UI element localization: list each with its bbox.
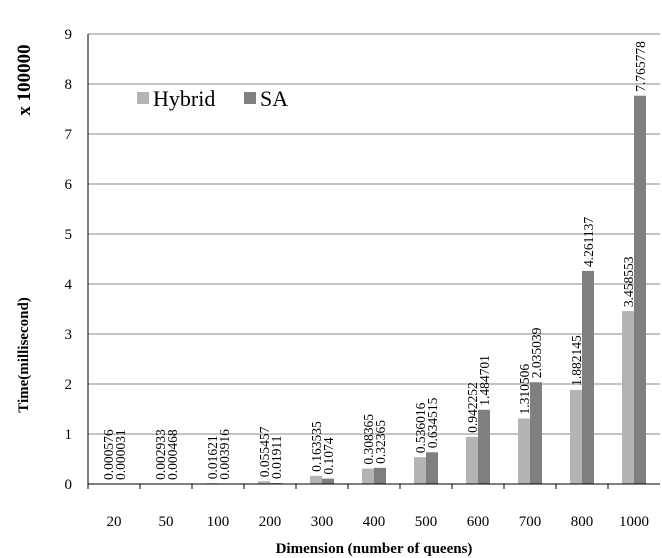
- bar-sa-800: [582, 270, 594, 484]
- x-axis-title: Dimension (number of queens): [276, 541, 473, 557]
- legend-swatch-sa: [244, 92, 256, 104]
- data-label-sa-20: 0.000031: [113, 429, 128, 480]
- bars: [102, 95, 646, 485]
- y-tick-label: 4: [65, 277, 73, 293]
- x-tick-label: 20: [107, 514, 122, 530]
- y-tick-label: 8: [65, 77, 73, 93]
- x-tick-label: 500: [415, 514, 438, 530]
- data-label-hybrid-20: 0.000576: [101, 429, 116, 480]
- bar-hybrid-800: [570, 389, 582, 484]
- x-tick-label: 800: [571, 514, 594, 530]
- legend: Hybrid SA: [137, 86, 288, 111]
- x-tick-label: 100: [207, 514, 230, 530]
- y-tick-label: 7: [65, 127, 73, 143]
- bar-sa-700: [530, 382, 542, 484]
- y-tick-label: 3: [65, 327, 73, 343]
- bar-hybrid-400: [362, 468, 374, 484]
- bar-sa-400: [374, 467, 386, 484]
- x-tick-label: 50: [159, 514, 174, 530]
- data-label-hybrid-100: 0.01621: [205, 435, 220, 479]
- x-tick-label: 300: [311, 514, 334, 530]
- data-label-sa-700: 2.035039: [529, 327, 544, 378]
- x-tick-label: 400: [363, 514, 386, 530]
- x-tick-label: 600: [467, 514, 490, 530]
- legend-label-sa: SA: [260, 86, 288, 111]
- x-tick-label: 200: [259, 514, 282, 530]
- data-label-hybrid-1000: 3.458553: [621, 256, 636, 307]
- y-tick-label: 1: [65, 427, 73, 443]
- bar-hybrid-1000: [622, 311, 634, 484]
- bar-sa-1000: [634, 95, 646, 485]
- y-tick-label: 9: [65, 27, 73, 43]
- bar-hybrid-700: [518, 418, 530, 484]
- y-tick-label: 2: [65, 377, 73, 393]
- data-label-hybrid-600: 0.942252: [465, 382, 480, 433]
- y-tick-label: 6: [65, 177, 73, 193]
- data-label-hybrid-700: 1.310506: [517, 364, 532, 415]
- x-tick-label: 700: [519, 514, 542, 530]
- bar-sa-300: [322, 478, 334, 484]
- data-label-sa-100: 0.003916: [217, 429, 232, 480]
- data-label-sa-400: 0.32365: [373, 420, 388, 464]
- x-tick-label: 1000: [619, 514, 649, 530]
- y-tick-label: 5: [65, 227, 73, 243]
- y-scale-note: x 100000: [14, 44, 35, 115]
- data-label-hybrid-300: 0.163535: [309, 421, 324, 472]
- bar-hybrid-600: [466, 436, 478, 484]
- bar-hybrid-500: [414, 457, 426, 484]
- bar-hybrid-200: [258, 481, 270, 484]
- y-tick-label: 0: [65, 477, 73, 493]
- data-label-sa-600: 1.484701: [477, 355, 492, 406]
- y-tick-labels: 0 1 2 3 4 5 6 7 8 9: [65, 27, 73, 493]
- data-label-sa-500: 0.634515: [425, 397, 440, 448]
- data-label-hybrid-200: 0.055457: [257, 426, 272, 477]
- x-tick-labels: 20 50 100 200 300 400 500 600 700 800 1000: [87, 484, 649, 530]
- data-label-sa-800: 4.261137: [581, 217, 596, 267]
- data-label-sa-50: 0.000468: [165, 429, 180, 480]
- y-axis-title: Time(millisecond): [16, 297, 32, 413]
- data-label-hybrid-50: 0.002933: [153, 429, 168, 480]
- bar-sa-500: [426, 452, 438, 484]
- data-label-sa-200: 0.01911: [269, 436, 284, 479]
- bar-sa-600: [478, 409, 490, 484]
- data-label-hybrid-400: 0.308365: [361, 414, 376, 465]
- data-label-sa-300: 0.1074: [321, 437, 336, 474]
- legend-label-hybrid: Hybrid: [153, 86, 215, 111]
- data-label-hybrid-500: 0.536016: [413, 402, 428, 453]
- bar-hybrid-300: [310, 475, 322, 484]
- data-label-hybrid-800: 1.882145: [569, 335, 584, 386]
- axes: [87, 34, 660, 485]
- legend-swatch-hybrid: [137, 92, 149, 104]
- data-label-sa-1000: 7.765778: [633, 41, 648, 92]
- gridlines: [88, 33, 660, 435]
